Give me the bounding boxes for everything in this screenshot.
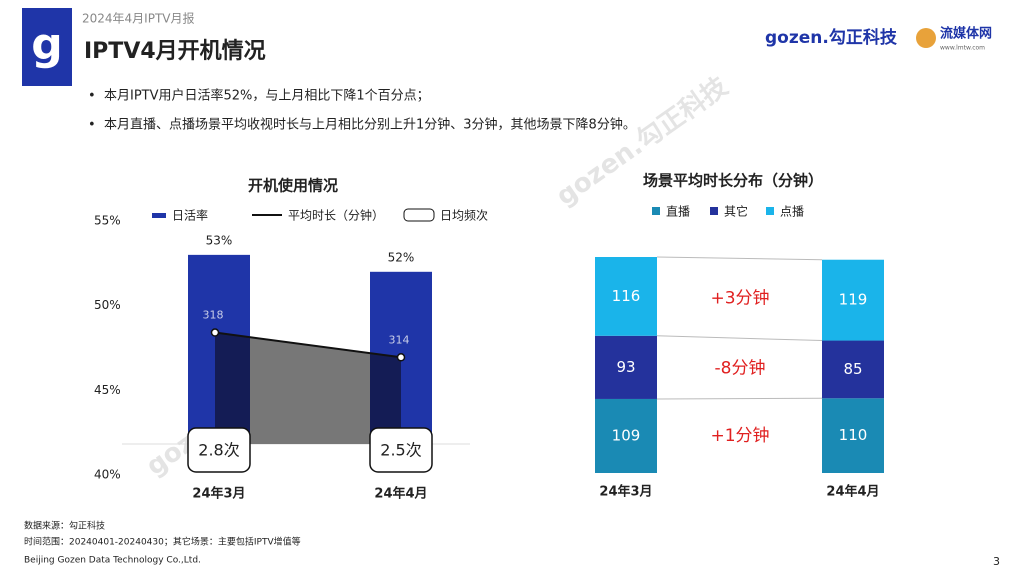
connector <box>656 256 823 261</box>
legend-swatch <box>766 207 774 215</box>
legend-label: 日均频次 <box>440 209 488 223</box>
bullet-dot: • <box>88 89 96 104</box>
x-tick-label: 24年3月 <box>192 486 245 502</box>
slide-title: IPTV4月开机情况 <box>84 38 266 64</box>
stacked-bar <box>822 259 884 341</box>
x-tick-label: 24年3月 <box>599 484 652 500</box>
x-tick-label: 24年4月 <box>374 486 427 502</box>
legend-label: 平均时长（分钟） <box>288 208 384 223</box>
frequency-label: 2.5次 <box>380 441 421 460</box>
logo-block <box>22 8 72 86</box>
legend-label: 其它 <box>724 204 748 219</box>
logo-g: g <box>31 19 63 70</box>
legend-swatch <box>652 207 660 215</box>
y-tick-label: 50% <box>94 298 121 312</box>
x-tick-label: 24年4月 <box>826 484 879 500</box>
duration-point <box>396 353 406 362</box>
logo-icon <box>916 28 936 48</box>
bar-value-label: 53% <box>206 233 233 247</box>
delta-annotation: +1分钟 <box>710 426 769 446</box>
legend-swatch <box>152 213 166 218</box>
logo-lmtw: 流媒体网 <box>940 26 992 42</box>
segment-label: 110 <box>839 426 868 444</box>
bar-value-label: 52% <box>388 250 415 264</box>
duration-area <box>215 332 401 444</box>
segment-label: 116 <box>612 287 641 305</box>
legend-label: 日活率 <box>172 208 208 223</box>
legend-label: 直播 <box>666 205 690 219</box>
footer-company: Beijing Gozen Data Technology Co.,Ltd. <box>24 556 201 566</box>
stacked-bar <box>822 340 884 399</box>
segment-label: 119 <box>839 291 868 309</box>
segment-label: 93 <box>616 358 635 376</box>
frequency-box <box>187 427 251 473</box>
delta-annotation: +3分钟 <box>710 288 769 308</box>
y-tick-label: 45% <box>94 383 121 397</box>
connector <box>656 335 823 342</box>
stacked-bar <box>595 398 657 473</box>
stacked-bar <box>595 257 657 336</box>
y-tick-label: 40% <box>94 468 121 482</box>
logo-lmtw-url: www.lmtw.com <box>940 45 985 52</box>
bullet: 本月直播、点播场景平均收视时长与上月相比分别上升1分钟、3分钟，其他场景下降8分… <box>104 117 636 133</box>
logo-gozen: gozen.勾正科技 <box>765 27 898 48</box>
chart-title: 场景平均时长分布（分钟） <box>643 172 823 190</box>
duration-label: 314 <box>389 333 410 346</box>
chart-title: 开机使用情况 <box>248 177 338 195</box>
footer-range: 时间范围：20240401-20240430；其它场景：主要包括IPTV增值等 <box>24 536 301 548</box>
frequency-label: 2.8次 <box>198 441 239 460</box>
duration-line <box>214 331 402 359</box>
report-name: 2024年4月IPTV月报 <box>82 11 195 26</box>
connector <box>656 397 823 400</box>
footer-source: 数据来源：勾正科技 <box>24 520 105 532</box>
stacked-bar <box>595 335 657 399</box>
legend-swatch <box>710 207 718 215</box>
page-number: 3 <box>993 555 1000 568</box>
stacked-bar <box>822 398 884 473</box>
legend-label: 点播 <box>780 205 804 219</box>
segment-label: 85 <box>843 360 862 378</box>
bullet: 本月IPTV用户日活率52%，与上月相比下降1个百分点； <box>104 88 430 104</box>
duration-overlap <box>370 353 401 444</box>
delta-annotation: -8分钟 <box>715 358 766 378</box>
y-tick-label: 55% <box>94 214 121 228</box>
duration-point <box>210 328 220 337</box>
duration-overlap <box>215 332 250 444</box>
frequency-box <box>369 427 433 473</box>
segment-label: 109 <box>612 426 641 444</box>
watermark: gozen.勾正科技 <box>551 72 733 212</box>
duration-label: 318 <box>203 309 224 322</box>
legend-swatch <box>403 208 435 222</box>
bullet-dot: • <box>88 118 96 133</box>
